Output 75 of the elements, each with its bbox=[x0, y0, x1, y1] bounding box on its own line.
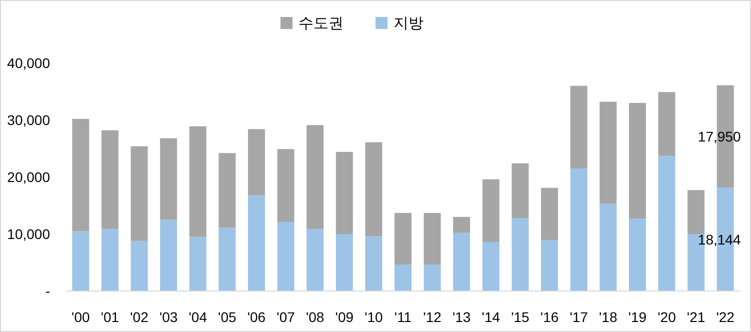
y-tick-label: 20,000 bbox=[7, 169, 50, 185]
x-tick-label: '11 bbox=[394, 309, 412, 325]
bar bbox=[189, 236, 206, 291]
x-tick-label: '04 bbox=[188, 309, 208, 325]
legend-label: 지방 bbox=[394, 15, 424, 32]
bar bbox=[394, 212, 412, 265]
bar bbox=[130, 240, 148, 291]
y-tick-label: - bbox=[45, 283, 50, 299]
x-tick-label: '19 bbox=[628, 309, 647, 325]
bar bbox=[365, 142, 382, 236]
bar bbox=[248, 129, 265, 196]
x-tick-label: '09 bbox=[335, 309, 354, 325]
bar bbox=[424, 212, 441, 265]
y-tick-label: 40,000 bbox=[7, 55, 50, 71]
x-tick-label: '01 bbox=[100, 309, 120, 325]
bar bbox=[277, 222, 294, 291]
bar bbox=[512, 218, 529, 291]
x-tick-label: '05 bbox=[218, 309, 237, 325]
bar bbox=[658, 156, 676, 291]
bar bbox=[160, 220, 178, 291]
x-tick-label: '03 bbox=[159, 309, 178, 325]
x-tick-label: '08 bbox=[306, 309, 324, 325]
bar bbox=[160, 138, 178, 220]
x-tick-label: '18 bbox=[599, 309, 618, 325]
x-tick-label: '10 bbox=[364, 309, 384, 325]
bar bbox=[570, 168, 588, 291]
bar bbox=[218, 153, 236, 228]
bar bbox=[394, 264, 412, 291]
bar bbox=[424, 264, 441, 291]
bar bbox=[189, 126, 206, 237]
x-tick-label: '14 bbox=[482, 309, 500, 325]
bar bbox=[72, 231, 90, 291]
bar bbox=[482, 179, 500, 242]
x-tick-label: '16 bbox=[540, 309, 559, 325]
y-tick-label: 30,000 bbox=[7, 112, 50, 128]
bar bbox=[336, 234, 353, 291]
bar bbox=[218, 228, 236, 291]
x-tick-label: '20 bbox=[658, 309, 676, 325]
bar bbox=[570, 86, 588, 168]
bar bbox=[600, 102, 617, 204]
bar bbox=[101, 130, 118, 229]
x-tick-label: '17 bbox=[570, 309, 588, 325]
x-tick-label: '22 bbox=[716, 309, 735, 325]
bar bbox=[512, 163, 529, 218]
data-label: 17,950 bbox=[698, 128, 741, 144]
bar bbox=[541, 240, 558, 291]
bar bbox=[72, 118, 90, 232]
bar bbox=[688, 190, 705, 234]
bar bbox=[277, 149, 294, 222]
bar bbox=[130, 146, 148, 241]
x-tick-label: '15 bbox=[511, 309, 530, 325]
bar bbox=[365, 236, 382, 291]
bar bbox=[541, 188, 558, 240]
bar bbox=[482, 242, 500, 291]
bar bbox=[600, 204, 617, 291]
bar bbox=[336, 152, 353, 234]
bar bbox=[628, 218, 646, 291]
x-tick-label: '21 bbox=[686, 309, 706, 325]
bar bbox=[306, 125, 324, 229]
x-tick-label: '06 bbox=[247, 309, 266, 325]
x-tick-label: '12 bbox=[423, 309, 442, 325]
bar bbox=[101, 228, 118, 291]
y-tick-label: 10,000 bbox=[7, 226, 50, 242]
x-tick-label: '13 bbox=[452, 309, 471, 325]
bar bbox=[453, 232, 470, 291]
bar bbox=[248, 195, 265, 291]
legend-label: 수도권 bbox=[298, 15, 344, 32]
x-tick-label: '00 bbox=[72, 309, 90, 325]
bar bbox=[453, 216, 470, 233]
bar bbox=[306, 228, 324, 291]
x-tick-label: '02 bbox=[130, 309, 149, 325]
bar bbox=[628, 102, 646, 219]
x-tick-label: '07 bbox=[276, 309, 296, 325]
bar bbox=[658, 92, 676, 156]
data-label: 18,144 bbox=[698, 231, 741, 248]
